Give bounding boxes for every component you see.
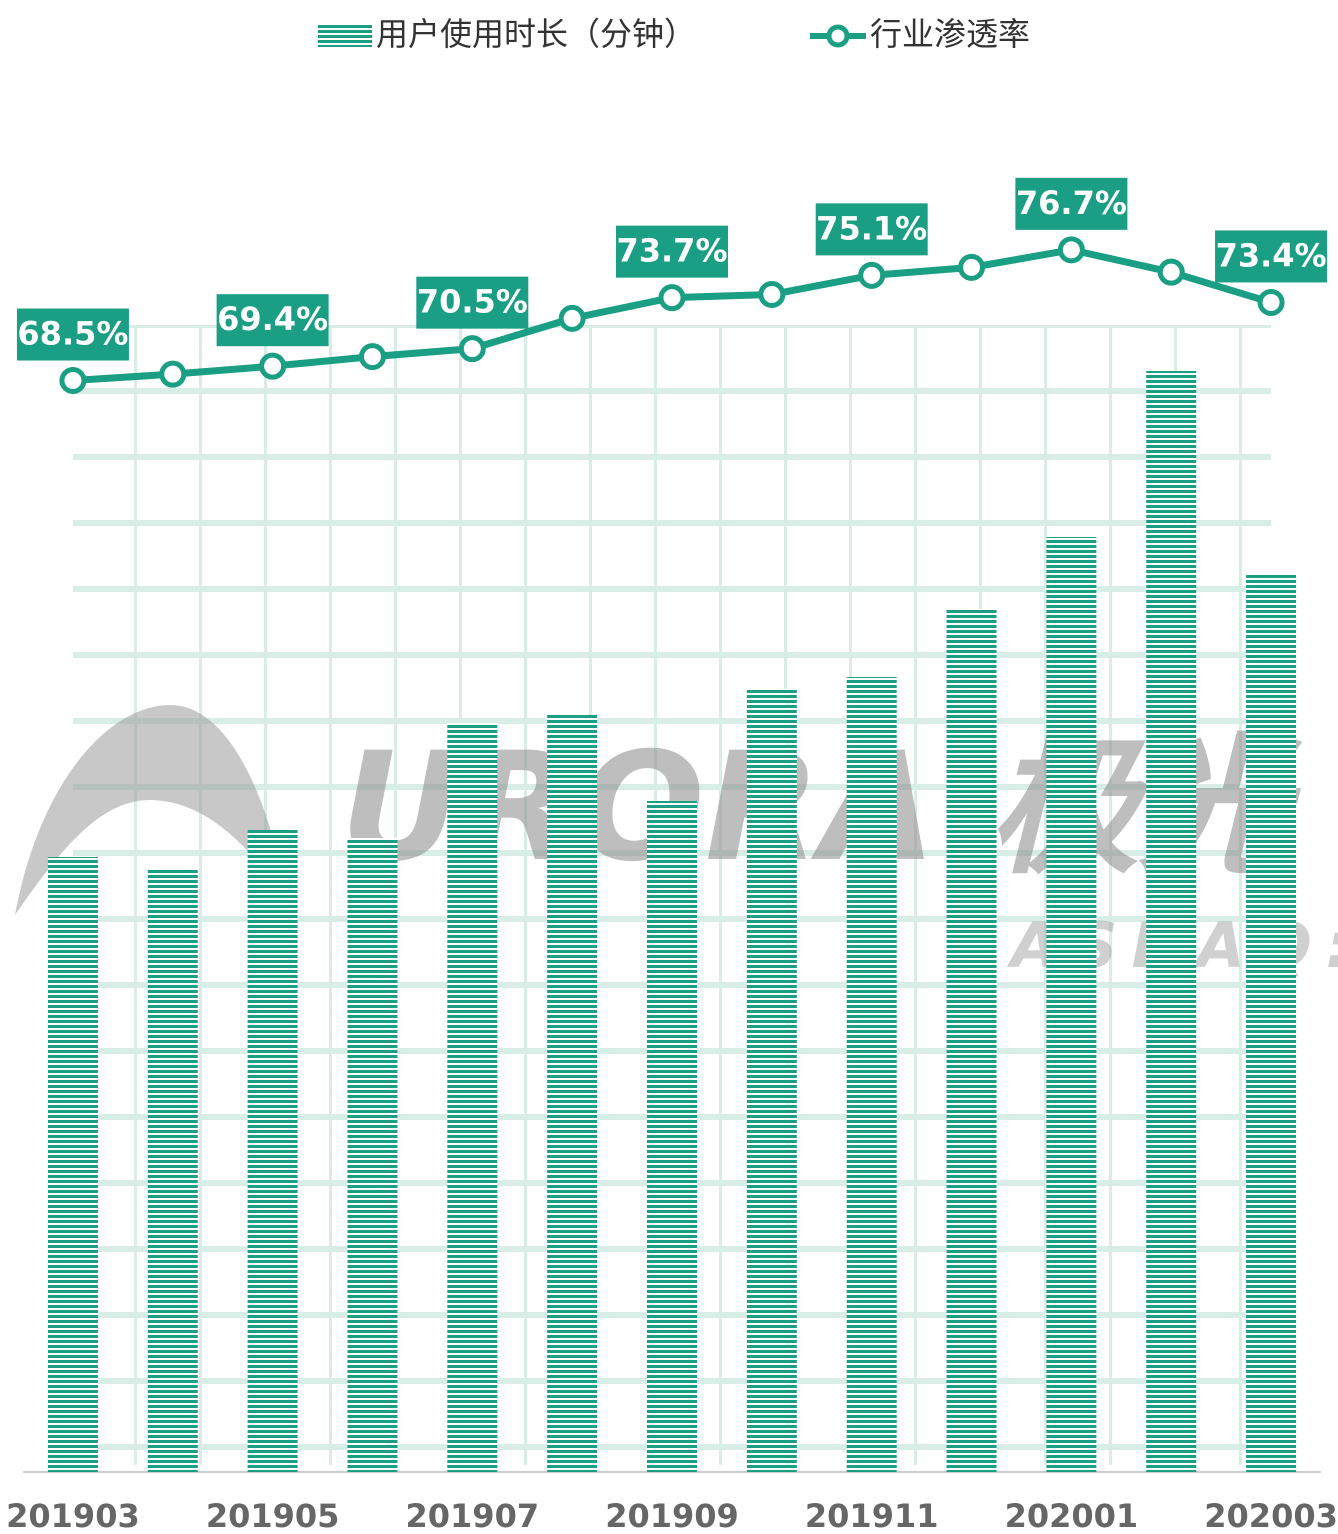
line-marker (1057, 236, 1085, 264)
data-label-box (1015, 177, 1128, 230)
line-marker (1257, 288, 1285, 316)
data-label-box (616, 225, 728, 278)
legend: 用户使用时长（分钟） 行业渗透率 (318, 15, 1030, 53)
bar (1146, 371, 1197, 1472)
x-tick-label: 201903 (6, 1497, 140, 1534)
line-marker (758, 280, 786, 308)
bar (746, 689, 797, 1472)
legend-label: 用户使用时长（分钟） (376, 15, 696, 53)
data-label: 76.7% (1015, 177, 1128, 230)
data-label: 73.4% (1215, 230, 1328, 283)
line-marker (259, 352, 287, 380)
bar (147, 869, 198, 1472)
data-label-text: 76.7% (1016, 184, 1127, 222)
data-label-box (815, 203, 928, 256)
bar (1046, 537, 1097, 1472)
bar (447, 723, 498, 1472)
data-label-text: 69.4% (217, 300, 328, 338)
x-tick-label: 202003 (1204, 1497, 1338, 1534)
watermark-text: URORA 极光 (340, 721, 1303, 895)
bar (647, 801, 697, 1472)
bar (846, 677, 897, 1472)
x-tick-label: 201905 (206, 1497, 340, 1534)
line-marker (59, 367, 87, 395)
line-marker (1157, 258, 1185, 286)
data-label-text: 73.4% (1216, 236, 1327, 274)
watermark-logo (15, 705, 290, 915)
line-marker (658, 284, 686, 312)
bar (1246, 575, 1297, 1472)
bar (247, 830, 298, 1472)
line-marker (159, 360, 187, 388)
x-tick-label: 201909 (605, 1497, 739, 1534)
data-label-box (1215, 230, 1328, 283)
data-label-text: 70.5% (417, 283, 528, 321)
bar (547, 715, 598, 1472)
legend-bar-icon (318, 25, 372, 47)
bar (47, 857, 98, 1472)
watermark: URORA 极光 NASDAQ:JG (15, 705, 1338, 982)
data-label: 69.4% (216, 294, 329, 347)
data-label-box (216, 294, 329, 347)
x-tick-label: 202001 (1005, 1497, 1139, 1534)
line-marker (558, 304, 586, 332)
data-label-text: 75.1% (816, 209, 927, 247)
legend-marker-icon (826, 24, 850, 48)
data-label-text: 68.5% (17, 315, 128, 353)
bar (946, 609, 997, 1472)
data-label: 70.5% (416, 276, 529, 329)
legend-label: 行业渗透率 (870, 15, 1030, 53)
data-label-box (16, 308, 129, 361)
line-marker (958, 253, 986, 281)
line-marker (858, 261, 886, 289)
line-marker (458, 335, 486, 363)
line-marker (358, 343, 386, 371)
bar (347, 838, 398, 1472)
data-label-box (416, 276, 529, 329)
data-label: 73.7% (616, 225, 728, 278)
data-label: 75.1% (815, 203, 928, 256)
data-label-text: 73.7% (616, 232, 727, 270)
x-tick-label: 201911 (805, 1497, 939, 1534)
x-tick-label: 201907 (406, 1497, 540, 1534)
data-label: 68.5% (16, 308, 129, 361)
